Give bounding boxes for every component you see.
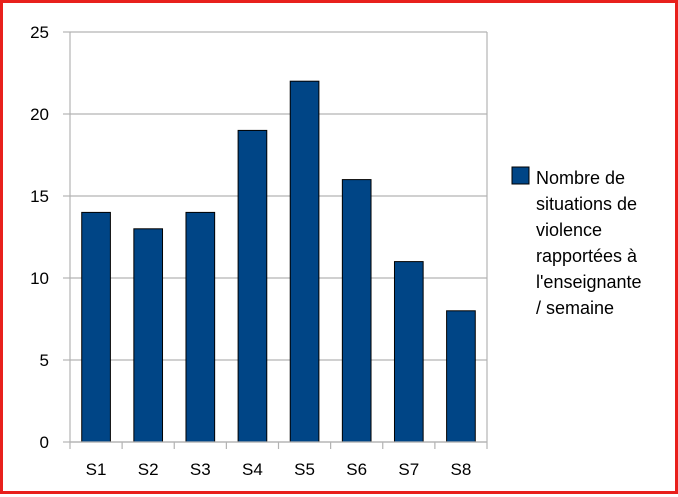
axes xyxy=(63,31,488,449)
x-tick-label: S8 xyxy=(451,460,472,479)
x-tick-labels: S1 S2 S3 S4 S5 S6 S7 S8 xyxy=(86,460,472,479)
y-tick-label: 5 xyxy=(40,351,49,370)
bar-s6 xyxy=(341,179,372,443)
bar-s5 xyxy=(289,80,320,443)
bars xyxy=(81,80,476,443)
legend-swatch xyxy=(511,166,530,185)
x-tick-label: S2 xyxy=(138,460,159,479)
bar-s4 xyxy=(237,129,268,443)
bar-s2 xyxy=(133,228,164,443)
bar-chart: 0 5 10 15 20 25 S1 S2 S3 S4 S5 S6 S7 S8 Nombre de sit… xyxy=(30,23,642,479)
x-tick-label: S5 xyxy=(294,460,315,479)
y-tick-label: 20 xyxy=(30,105,49,124)
y-tick-label: 10 xyxy=(30,269,49,288)
bar-s3 xyxy=(185,211,216,443)
bar-s8 xyxy=(446,310,476,443)
legend: Nombre de situations de violence rapportées… xyxy=(511,166,642,318)
y-tick-label: 25 xyxy=(30,23,49,42)
grid-lines xyxy=(70,31,487,443)
bar-s7 xyxy=(393,261,424,443)
y-tick-label: 0 xyxy=(40,433,49,452)
y-tick-labels: 0 5 10 15 20 25 xyxy=(30,23,49,452)
bar-s1 xyxy=(81,211,111,443)
x-tick-label: S1 xyxy=(86,460,107,479)
x-tick-label: S3 xyxy=(190,460,211,479)
y-tick-label: 15 xyxy=(30,187,49,206)
x-tick-label: S7 xyxy=(398,460,419,479)
x-tick-label: S4 xyxy=(242,460,263,479)
legend-label: Nombre de situations de violence rapportées… xyxy=(536,168,642,318)
x-tick-label: S6 xyxy=(346,460,367,479)
